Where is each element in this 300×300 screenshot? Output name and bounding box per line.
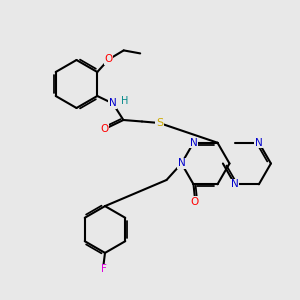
Text: O: O xyxy=(105,54,113,64)
Text: O: O xyxy=(100,124,108,134)
Text: H: H xyxy=(121,96,128,106)
Text: N: N xyxy=(178,158,185,169)
Text: N: N xyxy=(231,179,239,189)
Text: F: F xyxy=(100,264,106,274)
Text: O: O xyxy=(191,197,199,207)
Text: N: N xyxy=(255,138,263,148)
Text: N: N xyxy=(109,98,117,109)
Text: S: S xyxy=(156,118,163,128)
Text: N: N xyxy=(190,138,197,148)
